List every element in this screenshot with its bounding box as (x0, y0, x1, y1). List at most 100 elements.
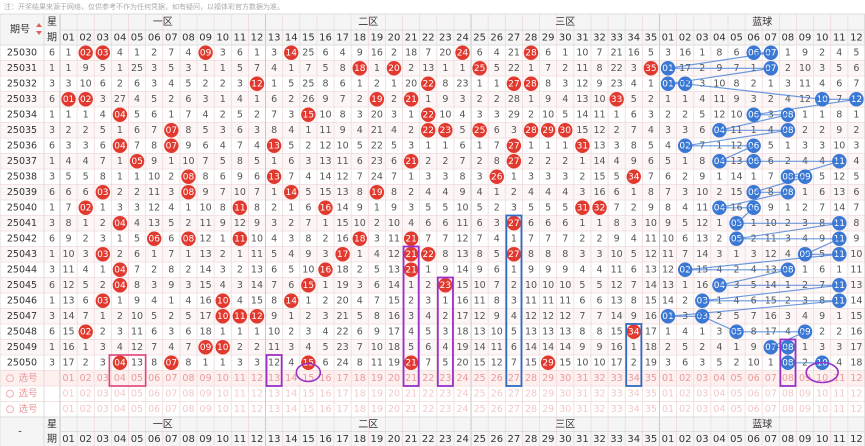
pick-number[interactable]: 34 (628, 404, 640, 415)
pick-number[interactable]: 28 (525, 404, 537, 415)
pick-number[interactable]: 25 (474, 404, 486, 415)
pick-radio[interactable] (6, 374, 14, 383)
pick-number[interactable]: 11 (234, 388, 246, 399)
pick-number[interactable]: 05 (131, 373, 143, 384)
pick-number[interactable]: 30 (559, 404, 571, 415)
pick-number[interactable]: 21 (405, 373, 417, 384)
pick-number[interactable]: 01 (662, 373, 674, 384)
pick-number[interactable]: 24 (456, 404, 468, 415)
pick-number[interactable]: 16 (319, 404, 331, 415)
pick-number[interactable]: 27 (508, 373, 520, 384)
pick-number[interactable]: 31 (576, 373, 588, 384)
pick-number[interactable]: 09 (799, 373, 811, 384)
pick-number[interactable]: 21 (405, 388, 417, 399)
pick-number[interactable]: 02 (679, 373, 691, 384)
pick-number[interactable]: 08 (182, 373, 194, 384)
pick-number[interactable]: 09 (200, 388, 212, 399)
pick-number[interactable]: 04 (713, 373, 725, 384)
pick-number[interactable]: 02 (679, 388, 691, 399)
pick-number[interactable]: 10 (217, 373, 229, 384)
pick-number[interactable]: 07 (165, 404, 177, 415)
pick-number[interactable]: 32 (593, 404, 605, 415)
pick-number[interactable]: 07 (165, 388, 177, 399)
pick-number[interactable]: 06 (148, 373, 160, 384)
pick-number[interactable]: 28 (525, 388, 537, 399)
pick-number[interactable]: 19 (371, 388, 383, 399)
pick-number[interactable]: 04 (114, 404, 126, 415)
pick-number[interactable]: 24 (456, 388, 468, 399)
pick-number[interactable]: 05 (131, 404, 143, 415)
pick-number[interactable]: 35 (645, 404, 657, 415)
pick-number[interactable]: 11 (833, 404, 845, 415)
pick-number[interactable]: 14 (285, 404, 297, 415)
pick-number[interactable]: 22 (422, 404, 434, 415)
pick-number[interactable]: 18 (354, 404, 366, 415)
pick-number[interactable]: 33 (611, 388, 623, 399)
pick-number[interactable]: 04 (114, 388, 126, 399)
pick-number[interactable]: 01 (63, 373, 75, 384)
pick-number[interactable]: 19 (371, 404, 383, 415)
pick-radio[interactable] (6, 389, 14, 398)
pick-number[interactable]: 12 (251, 373, 263, 384)
pick-number[interactable]: 30 (559, 388, 571, 399)
pick-number[interactable]: 05 (131, 388, 143, 399)
pick-number[interactable]: 29 (542, 388, 554, 399)
pick-number[interactable]: 30 (559, 373, 571, 384)
pick-number[interactable]: 01 (63, 388, 75, 399)
pick-number[interactable]: 26 (491, 388, 503, 399)
pick-number[interactable]: 06 (748, 373, 760, 384)
pick-number[interactable]: 12 (251, 388, 263, 399)
pick-number[interactable]: 06 (748, 404, 760, 415)
pick-number[interactable]: 07 (765, 404, 777, 415)
pick-number[interactable]: 04 (114, 373, 126, 384)
pick-number[interactable]: 24 (456, 373, 468, 384)
pick-number[interactable]: 27 (508, 388, 520, 399)
pick-number[interactable]: 02 (80, 404, 92, 415)
pick-number[interactable]: 07 (765, 373, 777, 384)
pick-number[interactable]: 15 (302, 373, 314, 384)
pick-number[interactable]: 15 (302, 388, 314, 399)
pick-number[interactable]: 01 (662, 404, 674, 415)
pick-number[interactable]: 22 (422, 373, 434, 384)
pick-number[interactable]: 21 (405, 404, 417, 415)
pick-number[interactable]: 13 (268, 373, 280, 384)
pick-number[interactable]: 11 (833, 373, 845, 384)
pick-number[interactable]: 02 (80, 388, 92, 399)
pick-number[interactable]: 13 (268, 404, 280, 415)
pick-number[interactable]: 18 (354, 388, 366, 399)
pick-number[interactable]: 04 (713, 404, 725, 415)
pick-number[interactable]: 23 (439, 373, 451, 384)
pick-number[interactable]: 23 (439, 404, 451, 415)
pick-number[interactable]: 29 (542, 373, 554, 384)
pick-number[interactable]: 06 (148, 388, 160, 399)
pick-number[interactable]: 03 (97, 388, 109, 399)
pick-number[interactable]: 29 (542, 404, 554, 415)
pick-number[interactable]: 10 (217, 388, 229, 399)
pick-number[interactable]: 28 (525, 373, 537, 384)
pick-number[interactable]: 18 (354, 373, 366, 384)
pick-number[interactable]: 10 (217, 404, 229, 415)
pick-radio[interactable] (6, 405, 14, 414)
pick-number[interactable]: 26 (491, 404, 503, 415)
pick-number[interactable]: 35 (645, 373, 657, 384)
pick-number[interactable]: 20 (388, 388, 400, 399)
pick-number[interactable]: 09 (799, 388, 811, 399)
pick-number[interactable]: 15 (302, 404, 314, 415)
pick-number[interactable]: 26 (491, 373, 503, 384)
pick-number[interactable]: 09 (799, 404, 811, 415)
pick-number[interactable]: 09 (200, 373, 212, 384)
pick-number[interactable]: 10 (816, 373, 828, 384)
pick-number[interactable]: 16 (319, 388, 331, 399)
pick-number[interactable]: 25 (474, 373, 486, 384)
pick-number[interactable]: 31 (576, 388, 588, 399)
pick-number[interactable]: 13 (268, 388, 280, 399)
pick-number[interactable]: 08 (182, 404, 194, 415)
pick-number[interactable]: 05 (730, 404, 742, 415)
pick-number[interactable]: 07 (765, 388, 777, 399)
pick-number[interactable]: 10 (816, 404, 828, 415)
pick-number[interactable]: 12 (850, 404, 862, 415)
pick-number[interactable]: 01 (63, 404, 75, 415)
pick-number[interactable]: 33 (611, 373, 623, 384)
pick-number[interactable]: 04 (713, 388, 725, 399)
pick-number[interactable]: 06 (748, 388, 760, 399)
